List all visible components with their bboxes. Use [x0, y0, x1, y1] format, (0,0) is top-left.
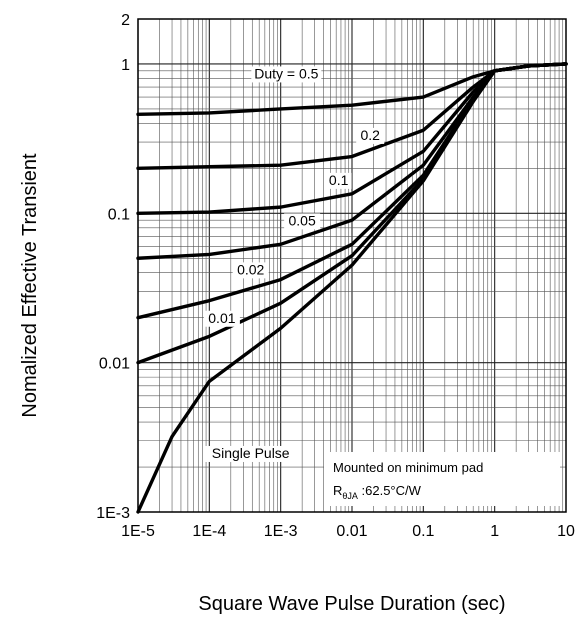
- curve-label-background: [251, 66, 322, 83]
- mounting-note: Mounted on minimum pad RθJA :62.5°C/W: [324, 452, 560, 506]
- y-tick-label: 2: [121, 12, 130, 29]
- x-tick-label: 1: [490, 523, 499, 540]
- curve-label-background: [356, 127, 385, 144]
- curve-label-0-01: 0.01: [208, 310, 235, 326]
- y-tick-labels: 1E-3 0.01 0.1 1 2: [96, 12, 130, 522]
- x-tick-labels: 1E-5 1E-4 1E-3 0.01 0.1 1 10: [121, 523, 575, 540]
- curve-label-0-1: 0.1: [329, 172, 349, 188]
- y-tick-label: 0.1: [108, 206, 130, 223]
- x-tick-label: 1E-5: [121, 523, 155, 540]
- mounting-note-background: [324, 452, 560, 506]
- y-tick-label: 1: [121, 57, 130, 74]
- y-axis-title: Nomalized Effective Transient: [19, 153, 41, 418]
- y-tick-label: 0.01: [99, 356, 130, 373]
- curves: [136, 62, 568, 514]
- rthja-subscript: θJA: [342, 491, 358, 501]
- x-tick-label: 0.01: [336, 523, 367, 540]
- curve-label-0-05: 0.05: [289, 212, 316, 228]
- curve-label-0-02: 0.02: [237, 261, 264, 277]
- mounting-note-line2: RθJA :62.5°C/W: [333, 483, 422, 501]
- curve-label-single-pulse: Single Pulse: [212, 445, 290, 461]
- x-tick-label: 10: [557, 523, 575, 540]
- curve-label-background: [284, 213, 321, 230]
- curve-label-duty-0-5: Duty = 0.5: [254, 65, 318, 81]
- x-tick-label: 1E-3: [264, 523, 298, 540]
- x-axis-title: Square Wave Pulse Duration (sec): [198, 593, 505, 615]
- rthja-value: :62.5°C/W: [358, 483, 422, 498]
- plot-frame: [137, 18, 567, 513]
- curve-label-background: [325, 172, 352, 189]
- curve-label-background: [232, 262, 269, 279]
- curve-single-pulse: [136, 62, 568, 514]
- y-tick-label: 1E-3: [96, 505, 130, 522]
- curve-label-0-2: 0.2: [360, 127, 380, 143]
- x-tick-label: 0.1: [412, 523, 434, 540]
- curve-label-background: [203, 310, 240, 327]
- x-tick-label: 1E-4: [192, 523, 226, 540]
- curve-labels: Duty = 0.5 0.2 0.1 0.05 0.02 0.01 Single Pulse: [203, 65, 385, 462]
- rthja-symbol: R: [333, 483, 342, 498]
- curve-label-background: [203, 445, 298, 462]
- mounting-note-line1: Mounted on minimum pad: [333, 460, 483, 475]
